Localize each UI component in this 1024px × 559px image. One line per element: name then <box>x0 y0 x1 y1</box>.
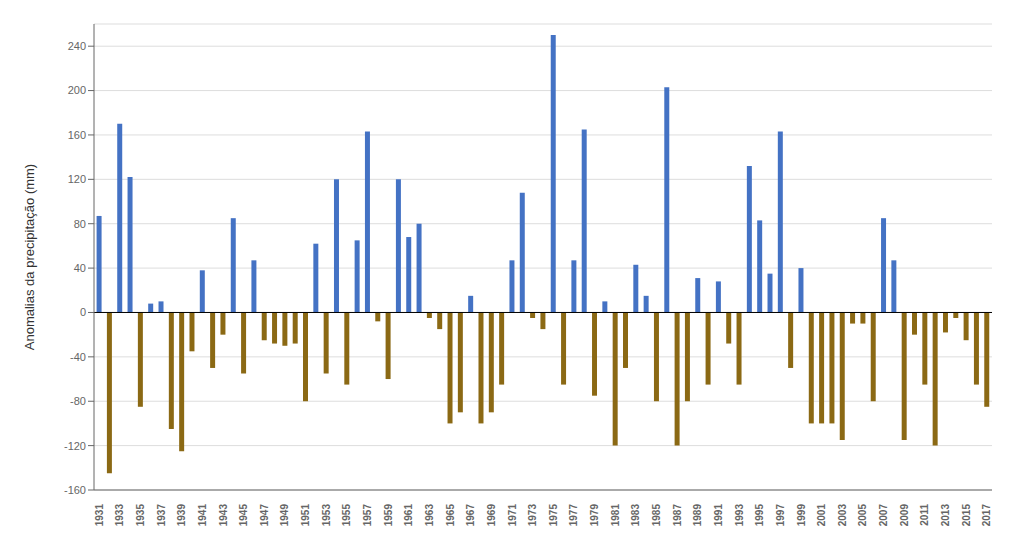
svg-text:1937: 1937 <box>156 504 167 527</box>
svg-text:1941: 1941 <box>197 504 208 527</box>
svg-text:1967: 1967 <box>465 504 476 527</box>
svg-text:2001: 2001 <box>816 504 827 527</box>
svg-text:2017: 2017 <box>981 504 992 527</box>
svg-text:2013: 2013 <box>940 504 951 527</box>
svg-text:0: 0 <box>80 306 86 318</box>
svg-text:2011: 2011 <box>919 504 930 526</box>
svg-text:-40: -40 <box>70 351 86 363</box>
svg-text:1965: 1965 <box>445 504 456 527</box>
svg-text:1977: 1977 <box>568 504 579 527</box>
svg-text:2005: 2005 <box>857 504 868 527</box>
svg-text:1939: 1939 <box>176 504 187 527</box>
svg-text:1981: 1981 <box>610 504 621 527</box>
svg-text:1935: 1935 <box>135 504 146 527</box>
svg-text:1971: 1971 <box>507 504 518 527</box>
svg-text:1953: 1953 <box>321 504 332 527</box>
svg-text:1985: 1985 <box>651 504 662 527</box>
svg-text:-160: -160 <box>64 484 86 496</box>
svg-text:1949: 1949 <box>279 504 290 527</box>
svg-text:2015: 2015 <box>961 504 972 527</box>
svg-text:1933: 1933 <box>114 504 125 527</box>
svg-text:200: 200 <box>68 84 86 96</box>
svg-text:1945: 1945 <box>238 504 249 527</box>
svg-text:80: 80 <box>74 218 86 230</box>
svg-text:1951: 1951 <box>300 504 311 527</box>
svg-text:1999: 1999 <box>796 504 807 527</box>
svg-text:1963: 1963 <box>424 504 435 527</box>
svg-text:1979: 1979 <box>589 504 600 527</box>
svg-text:1973: 1973 <box>527 504 538 527</box>
svg-text:1961: 1961 <box>403 504 414 527</box>
svg-text:120: 120 <box>68 173 86 185</box>
svg-text:2007: 2007 <box>878 504 889 527</box>
svg-text:1989: 1989 <box>692 504 703 527</box>
svg-text:1931: 1931 <box>94 504 105 527</box>
svg-text:1959: 1959 <box>383 504 394 527</box>
svg-text:1987: 1987 <box>672 504 683 527</box>
svg-text:240: 240 <box>68 40 86 52</box>
svg-text:1983: 1983 <box>630 504 641 527</box>
svg-text:1991: 1991 <box>713 504 724 527</box>
svg-text:160: 160 <box>68 129 86 141</box>
svg-text:1969: 1969 <box>486 504 497 527</box>
svg-text:1957: 1957 <box>362 504 373 527</box>
svg-text:40: 40 <box>74 262 86 274</box>
svg-text:1993: 1993 <box>734 504 745 527</box>
svg-text:-80: -80 <box>70 395 86 407</box>
svg-text:1947: 1947 <box>259 504 270 527</box>
svg-text:2009: 2009 <box>899 504 910 527</box>
svg-text:1955: 1955 <box>341 504 352 527</box>
svg-text:1997: 1997 <box>775 504 786 527</box>
svg-text:Anomalias da precipitação (mm): Anomalias da precipitação (mm) <box>22 164 37 350</box>
svg-text:2003: 2003 <box>837 504 848 527</box>
svg-text:1943: 1943 <box>218 504 229 527</box>
svg-text:1995: 1995 <box>754 504 765 527</box>
svg-text:-120: -120 <box>64 440 86 452</box>
svg-text:1975: 1975 <box>548 504 559 527</box>
